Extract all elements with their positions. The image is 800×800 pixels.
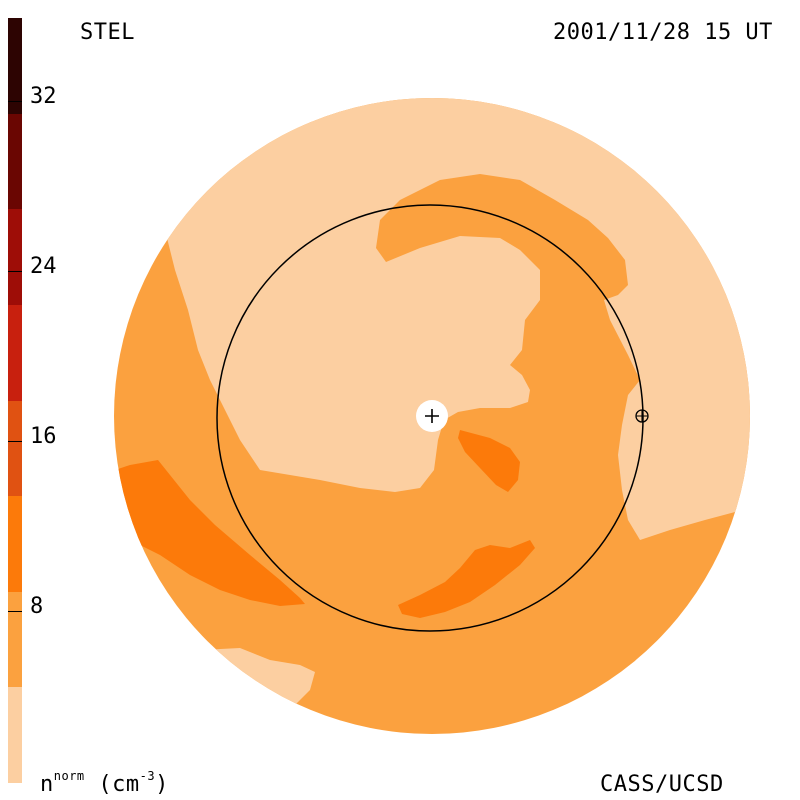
colorbar-band [8, 113, 22, 210]
colorbar-tick [8, 611, 22, 612]
colorbar-band [8, 496, 22, 592]
colorbar-tick-label: 24 [30, 254, 57, 279]
colorbar-band [8, 591, 22, 688]
source-label: STEL [80, 20, 135, 45]
colorbar-band [8, 304, 22, 401]
colorbar-tick-label: 32 [30, 84, 57, 109]
colorbar-tick-label: 8 [30, 594, 44, 619]
density-level-high-left [114, 460, 305, 606]
density-level-high-center [458, 430, 520, 492]
colorbar [8, 18, 22, 783]
sun-cross-icon [425, 409, 439, 423]
colorbar-band [8, 209, 22, 305]
colorbar-tick [8, 271, 22, 272]
earth-orbit-circle [216, 204, 644, 632]
density-level-low-region [114, 98, 750, 540]
colorbar-band [8, 687, 22, 783]
colorbar-tick-label: 16 [30, 424, 57, 449]
density-level-high-bottom [398, 540, 535, 618]
colorbar-tick [8, 441, 22, 442]
colorbar-band [8, 18, 22, 114]
colorbar-tick [8, 101, 22, 102]
credit-label: CASS/UCSD [600, 772, 724, 797]
timestamp-label: 2001/11/28 15 UT [553, 20, 773, 45]
colorbar-band [8, 400, 22, 497]
units-label: nnorm (cm-3) [40, 769, 169, 797]
